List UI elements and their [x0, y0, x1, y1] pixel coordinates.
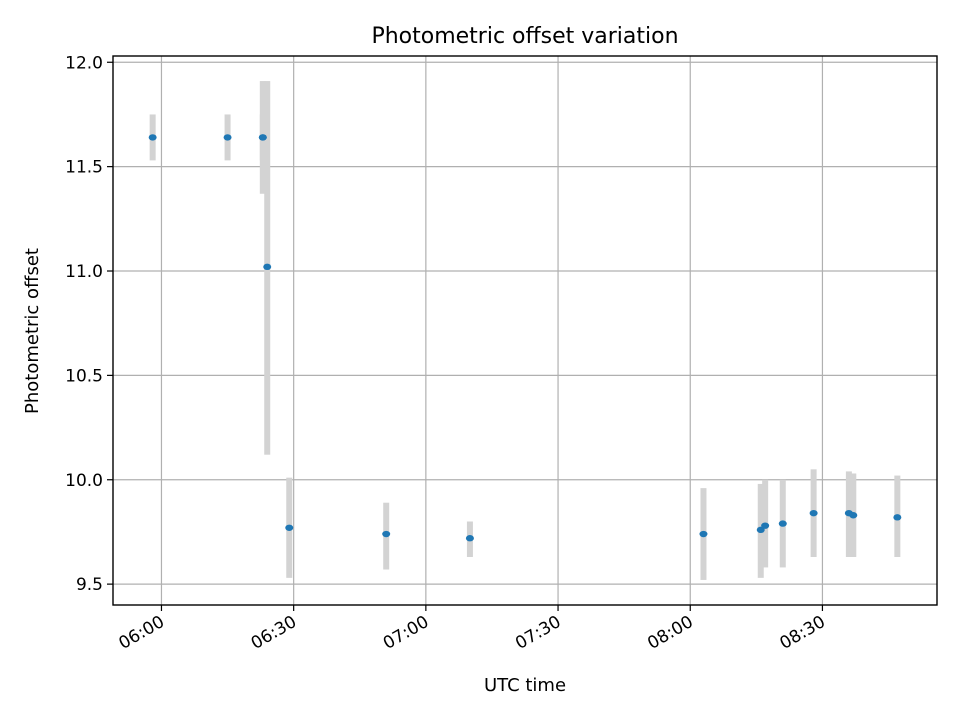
y-axis-ticks: 9.5 10.0 10.5 11.0 11.5 12.0	[65, 53, 113, 595]
data-point	[465, 535, 474, 542]
data-points	[148, 134, 902, 542]
x-tick-label: 06:00	[116, 612, 168, 654]
data-point	[263, 263, 272, 271]
data-point	[699, 530, 708, 538]
error-bars	[149, 81, 901, 580]
y-tick-label: 12.0	[65, 53, 103, 73]
x-tick-label: 07:30	[512, 612, 564, 654]
data-point	[258, 134, 267, 141]
chart-title: Photometric offset variation	[371, 24, 678, 49]
x-axis-ticks: 06:00 06:30 07:00 07:30 08:00 08:30	[116, 605, 829, 654]
x-tick-label: 08:30	[776, 612, 828, 654]
y-tick-label: 11.5	[65, 158, 103, 178]
data-point	[223, 134, 232, 141]
x-tick-label: 07:00	[380, 612, 432, 654]
y-axis-label: Photometric offset	[22, 248, 43, 414]
x-tick-label: 06:30	[248, 612, 300, 654]
data-point	[756, 526, 765, 534]
data-point	[778, 520, 787, 527]
y-tick-label: 9.5	[76, 575, 103, 595]
y-tick-label: 10.5	[65, 366, 103, 386]
y-tick-label: 11.0	[65, 262, 103, 282]
data-point	[761, 522, 770, 529]
data-point	[382, 530, 391, 538]
data-point	[809, 509, 818, 517]
plot-frame	[112, 55, 938, 606]
y-tick-label: 10.0	[65, 471, 103, 491]
x-axis-label: UTC time	[484, 675, 566, 696]
data-point	[893, 514, 902, 521]
x-tick-label: 08:00	[644, 612, 696, 654]
data-point	[849, 512, 858, 519]
grid	[113, 56, 937, 605]
data-point	[285, 524, 294, 531]
data-point	[148, 134, 157, 141]
